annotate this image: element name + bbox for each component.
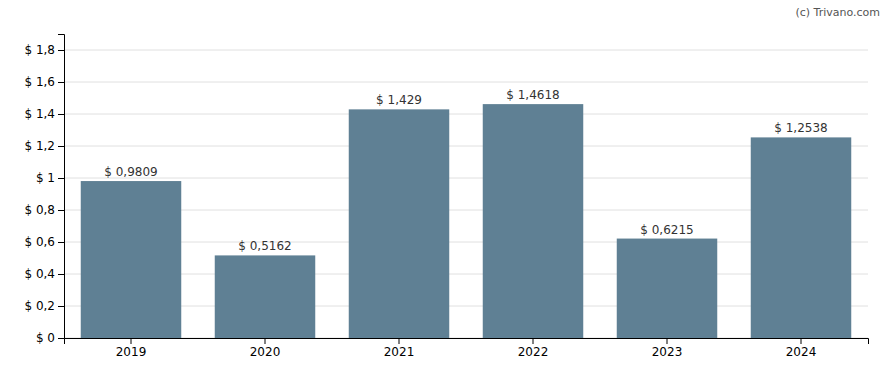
grid (64, 50, 868, 338)
y-tick: $ 0 (36, 331, 64, 345)
y-tick-mark (58, 274, 64, 275)
y-tick-mark (58, 82, 64, 83)
bar (483, 104, 584, 338)
x-tick-mark (667, 338, 668, 344)
grid-line (64, 178, 868, 179)
y-tick-mark (58, 178, 64, 179)
x-tick-label: 2024 (786, 345, 817, 359)
y-tick-label: $ 0,6 (24, 235, 55, 249)
y-tick: $ 1,6 (24, 75, 64, 89)
y-tick-label: $ 0 (36, 331, 55, 345)
y-tick-label: $ 1,4 (24, 107, 55, 121)
data-label: $ 1,429 (376, 93, 422, 107)
x-tick: 2021 (384, 338, 415, 359)
y-tick-label: $ 0,8 (24, 203, 55, 217)
x-tick-mark (265, 338, 266, 344)
grid-line (64, 306, 868, 307)
x-tick-label: 2019 (116, 345, 147, 359)
y-tick-mark (58, 338, 64, 339)
data-labels: $ 0,9809 $ 0,5162 $ 1,429 $ 1,4618 $ 0,6215 $… (104, 88, 827, 253)
y-tick: $ 1,2 (24, 139, 64, 153)
x-tick: 2024 (786, 338, 817, 359)
grid-line (64, 146, 868, 147)
y-tick: $ 0,4 (24, 267, 64, 281)
bar (215, 255, 316, 338)
x-tick-label: 2022 (518, 345, 549, 359)
bar (751, 137, 852, 338)
annotation: (c) Trivano.com (795, 6, 880, 19)
grid-line (64, 114, 868, 115)
grid-line (64, 82, 868, 83)
plot: $ 0 $ 0,2 $ 0,4 $ 0,6 $ 0,8 $ 1 $ 1,2 $ 1,4 $ 1,… (24, 35, 868, 359)
bar (349, 109, 450, 338)
y-tick-mark (58, 306, 64, 307)
x-axis-line (65, 339, 869, 345)
y-tick-mark (58, 50, 64, 51)
grid-line (64, 210, 868, 211)
x-tick-mark (801, 338, 802, 344)
data-label: $ 0,6215 (640, 223, 693, 237)
data-label: $ 0,5162 (238, 239, 291, 253)
x-tick-mark (399, 338, 400, 344)
data-label: $ 1,2538 (774, 121, 827, 135)
y-tick: $ 0,6 (24, 235, 64, 249)
x-tick-mark (533, 338, 534, 344)
y-tick-mark (58, 114, 64, 115)
y-tick-label: $ 1,2 (24, 139, 55, 153)
y-axis: $ 0 $ 0,2 $ 0,4 $ 0,6 $ 0,8 $ 1 $ 1,2 $ 1,4 $ 1,… (24, 35, 64, 346)
y-tick-label: $ 0,2 (24, 299, 55, 313)
grid-line (64, 274, 868, 275)
y-tick: $ 1,4 (24, 107, 64, 121)
bars (81, 104, 852, 338)
y-tick-mark (58, 242, 64, 243)
grid-line (64, 50, 868, 51)
x-tick-mark (131, 338, 132, 344)
y-tick: $ 0,2 (24, 299, 64, 313)
bar (617, 239, 718, 338)
y-tick: $ 1 (36, 171, 64, 185)
y-tick-mark (58, 210, 64, 211)
y-tick-label: $ 1 (36, 171, 55, 185)
y-tick: $ 1,8 (24, 43, 64, 57)
y-axis-line (58, 35, 65, 339)
x-tick-label: 2020 (250, 345, 281, 359)
x-tick: 2023 (652, 338, 683, 359)
y-tick-label: $ 1,6 (24, 75, 55, 89)
x-tick: 2019 (116, 338, 147, 359)
y-tick: $ 0,8 (24, 203, 64, 217)
data-label: $ 1,4618 (506, 88, 559, 102)
x-tick-label: 2021 (384, 345, 415, 359)
x-tick-label: 2023 (652, 345, 683, 359)
chart: $ 0 $ 0,2 $ 0,4 $ 0,6 $ 0,8 $ 1 $ 1,2 $ 1,4 $ 1,… (0, 0, 888, 370)
x-tick: 2020 (250, 338, 281, 359)
x-tick: 2022 (518, 338, 549, 359)
x-axis: 2019 2020 2021 2022 2023 2024 (65, 338, 869, 359)
grid-line (64, 242, 868, 243)
y-tick-label: $ 1,8 (24, 43, 55, 57)
y-tick-mark (58, 146, 64, 147)
data-label: $ 0,9809 (104, 165, 157, 179)
bar (81, 181, 182, 338)
y-tick-label: $ 0,4 (24, 267, 55, 281)
